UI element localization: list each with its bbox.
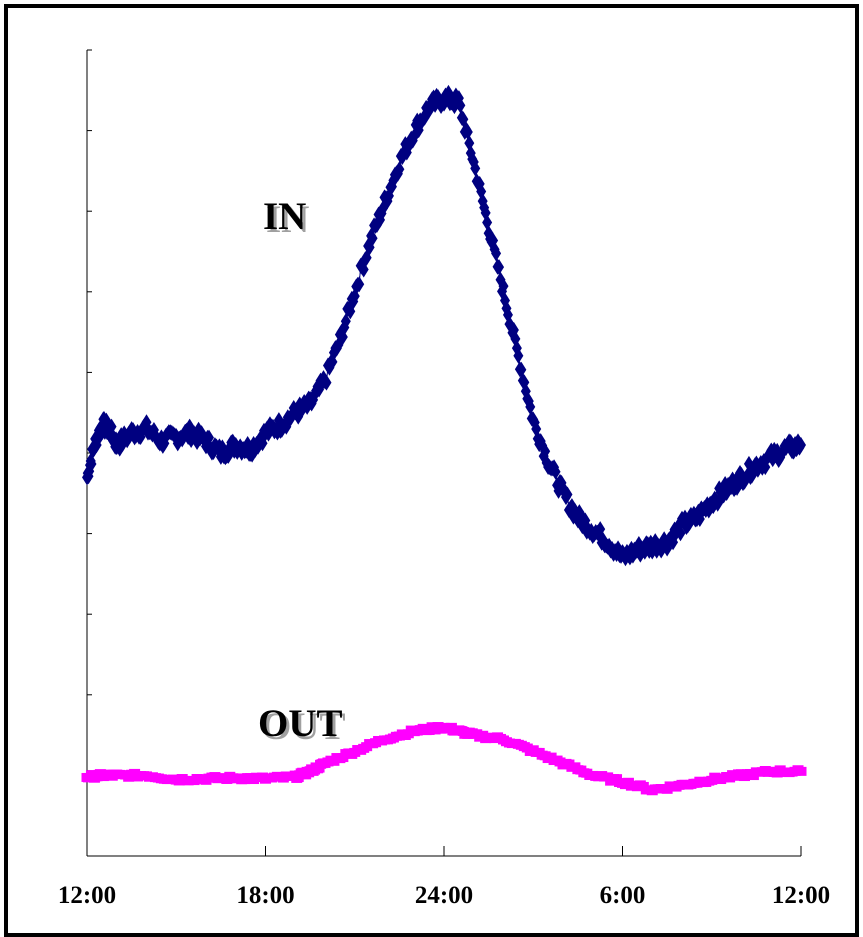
data-point: [86, 455, 97, 472]
data-point: [795, 766, 807, 776]
series-line-in: [86, 92, 802, 560]
series-layer: [81, 84, 807, 796]
data-point: [498, 278, 509, 295]
data-point: [470, 160, 481, 177]
data-point: [394, 161, 405, 178]
data-point: [455, 97, 466, 114]
series-in: [82, 84, 806, 567]
data-point: [516, 361, 527, 378]
chart-plot: 12:00 18:00 24:00 6:00 12:00 IN IN OUT OUT: [58, 49, 830, 909]
data-point: [122, 432, 133, 449]
data-point: [482, 214, 493, 231]
data-point: [367, 230, 378, 247]
out-series-label: OUT: [258, 702, 343, 745]
x-tick-label: 18:00: [236, 882, 294, 909]
x-tick-label: 12:00: [58, 882, 116, 909]
series-labels: IN IN OUT OUT: [258, 195, 346, 748]
data-point: [796, 436, 806, 453]
data-point: [562, 486, 573, 503]
data-point: [358, 261, 369, 278]
x-tick-label: 6:00: [600, 882, 646, 909]
axes: 12:00 18:00 24:00 6:00 12:00: [58, 49, 830, 909]
data-point: [513, 347, 524, 364]
data-point: [340, 313, 351, 330]
data-point: [409, 128, 420, 145]
data-point: [462, 123, 473, 140]
data-point: [540, 443, 551, 460]
chart-frame: 12:00 18:00 24:00 6:00 12:00 IN IN OUT OUT: [4, 4, 859, 937]
data-point: [502, 306, 513, 323]
x-tick-label: 24:00: [415, 882, 473, 909]
out-series-label-shadow: OUT: [261, 705, 346, 748]
data-point: [550, 463, 561, 480]
data-point: [321, 374, 332, 391]
data-point: [491, 245, 502, 262]
data-point: [494, 259, 505, 276]
in-series-label: IN: [263, 195, 306, 238]
data-point: [354, 276, 365, 293]
data-point: [525, 398, 536, 415]
data-point: [510, 330, 521, 347]
series-out: [81, 722, 807, 796]
in-series-label-shadow: IN: [266, 198, 309, 241]
x-tick-label: 12:00: [772, 882, 830, 909]
